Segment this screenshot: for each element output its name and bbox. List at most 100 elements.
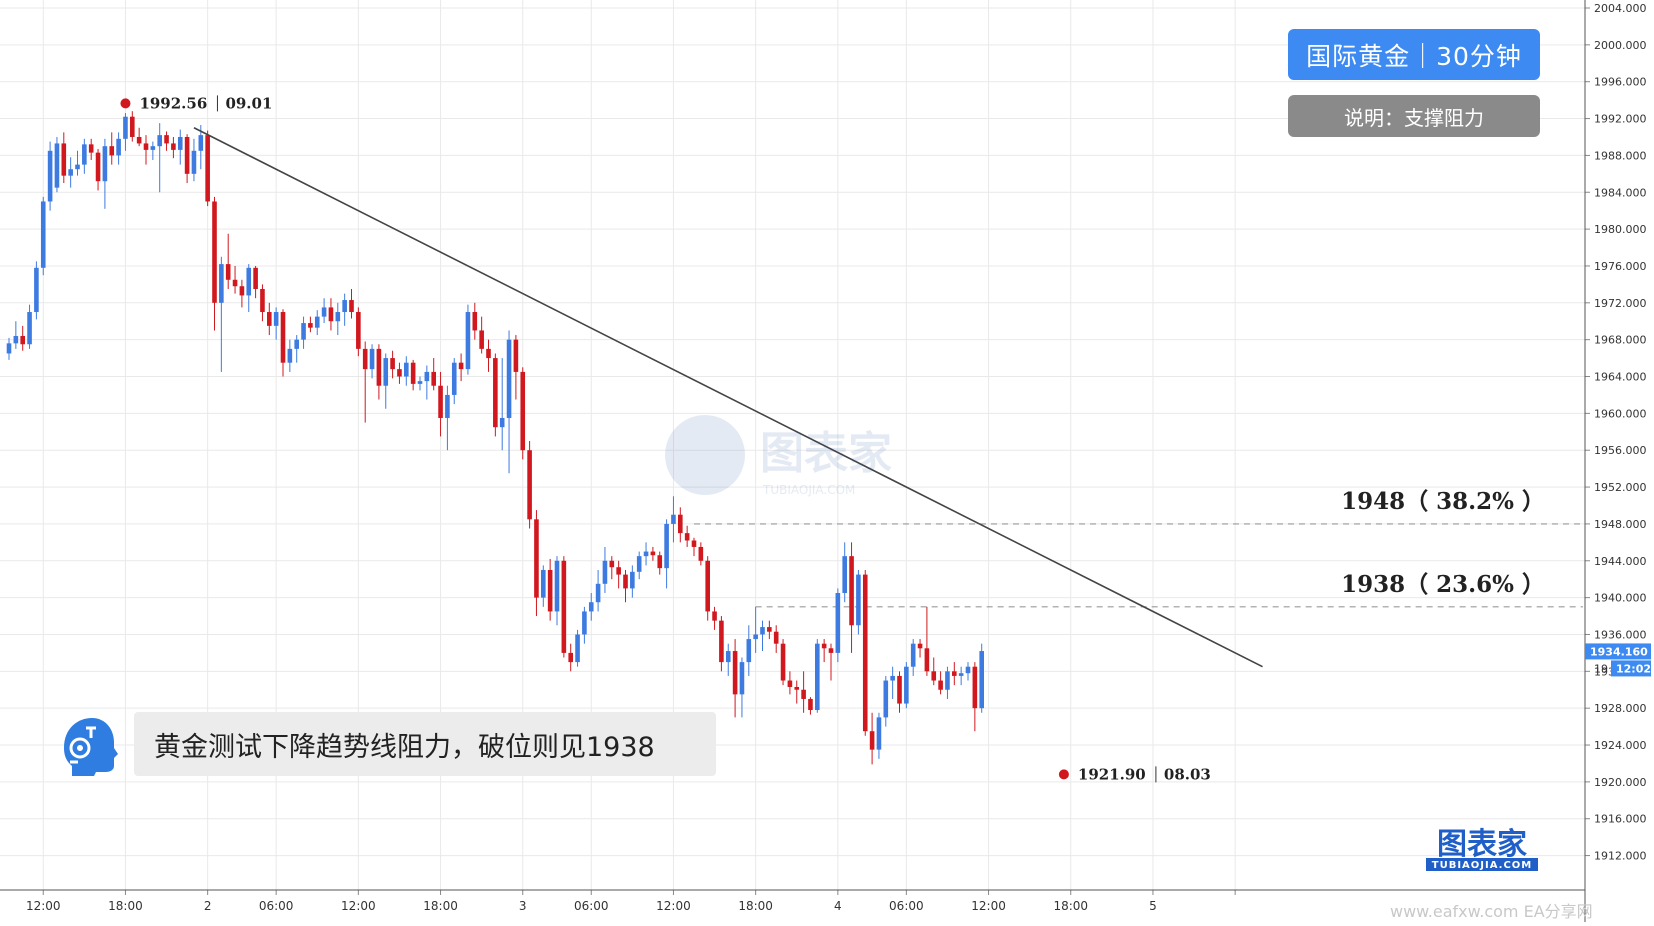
price-axis[interactable]: 2004.000 2000.000 1996.000 1992.000 1988.000…	[1584, 0, 1651, 922]
last-price-badge[interactable]	[1585, 643, 1651, 660]
candle-down	[712, 606, 717, 630]
candle-body	[952, 671, 957, 676]
candle-down	[472, 302, 478, 340]
candle-body	[383, 358, 389, 386]
candle-body	[47, 150, 53, 202]
y-tick-label: 1948.000	[1594, 518, 1647, 531]
candle-body	[54, 143, 60, 188]
fib-levels: 1948（ 38.2% ） 1938（ 23.6% ）	[694, 488, 1583, 608]
candle-down	[808, 697, 813, 715]
extreme-price-label: 1992.56	[139, 94, 207, 112]
candle-up	[27, 304, 32, 349]
trendline-layer[interactable]	[193, 127, 1263, 668]
candle-up	[75, 150, 80, 176]
candle-body	[177, 136, 183, 150]
brand-logo-en: TUBIAOJIA.COM	[1432, 860, 1532, 871]
candle-body	[938, 680, 943, 690]
y-tick-label: 1920.000	[1594, 776, 1647, 789]
candle-body	[171, 143, 176, 150]
candle-body	[75, 164, 80, 170]
candle-body	[588, 602, 594, 612]
candle-up	[47, 141, 53, 211]
candle-body	[712, 611, 717, 621]
time-axis[interactable]: 12:00 18:00 2 06:00 12:00 18:00 3 06:00 12:00 18:…	[0, 889, 1585, 913]
candle-body	[869, 731, 875, 750]
candle-up	[54, 136, 60, 193]
candle-down	[972, 662, 978, 732]
candle-down	[212, 196, 217, 331]
extreme-date-label: 08.03	[1164, 765, 1211, 783]
candle-down	[260, 284, 265, 322]
candle-body	[184, 136, 190, 174]
candle-up	[34, 261, 39, 320]
candle-down	[349, 288, 354, 319]
y-tick-label: 1960.000	[1594, 407, 1647, 420]
candle-down	[20, 325, 25, 351]
candle-up	[554, 556, 560, 626]
candle-up	[979, 643, 984, 713]
candle-up	[123, 113, 128, 151]
downtrend-line[interactable]	[193, 127, 1263, 668]
candle-down	[568, 643, 573, 672]
candle-body	[609, 560, 615, 568]
countdown-badge	[1611, 660, 1651, 677]
candle-body	[561, 560, 567, 653]
candle-body	[828, 648, 834, 653]
candle-down	[678, 507, 683, 543]
center-watermark: 图表家 TUBIAOJIA.COM	[660, 410, 930, 500]
candle-down	[513, 335, 519, 400]
x-tick-label: 12:00	[971, 899, 1006, 913]
candle-body	[397, 369, 402, 377]
candle-down	[143, 135, 149, 165]
candle-body	[88, 144, 94, 153]
candle-down	[924, 606, 930, 676]
candle-up	[465, 304, 471, 375]
candle-down	[267, 302, 272, 336]
candle-body	[773, 631, 779, 644]
candle-up	[541, 565, 546, 607]
x-tick-label: 18:00	[423, 899, 458, 913]
candle-body	[369, 348, 375, 370]
candle-down	[862, 569, 868, 736]
candle-body	[630, 571, 635, 589]
candle-up	[835, 588, 841, 663]
candle-up	[753, 606, 758, 653]
candle-body	[602, 560, 608, 584]
candle-down	[821, 639, 827, 663]
candle-body	[732, 651, 738, 695]
candle-body	[164, 135, 169, 144]
candle-body	[328, 307, 334, 322]
extreme-price-label: 1921.90	[1078, 765, 1146, 783]
candle-down	[698, 542, 704, 566]
x-tick-label: 12:00	[341, 899, 376, 913]
candle-down	[767, 620, 772, 640]
x-tick-label: 06:00	[574, 899, 609, 913]
candle-up	[6, 337, 12, 360]
candle-down	[794, 680, 800, 704]
candle-down	[390, 350, 395, 379]
candle-up	[506, 330, 512, 474]
candle-up	[904, 662, 909, 709]
candle-body	[719, 620, 724, 663]
candle-body	[849, 556, 854, 626]
candle-body	[821, 643, 827, 649]
candle-up	[383, 353, 389, 409]
candle-up	[725, 643, 731, 676]
candle-down	[657, 551, 663, 575]
candle-down	[527, 441, 532, 529]
candle-body	[253, 267, 258, 289]
y-tick-label: 1980.000	[1594, 223, 1647, 236]
candle-body	[301, 323, 306, 340]
candle-down	[362, 341, 368, 423]
candle-body	[486, 348, 491, 359]
candle-body	[20, 335, 25, 345]
candle-body	[527, 450, 532, 520]
candle-down	[931, 657, 937, 686]
candle-down	[95, 148, 101, 191]
candle-body	[458, 362, 464, 370]
candle-body	[109, 146, 115, 156]
candle-body	[40, 201, 46, 268]
candle-down	[486, 339, 491, 372]
candle-down	[61, 132, 67, 184]
